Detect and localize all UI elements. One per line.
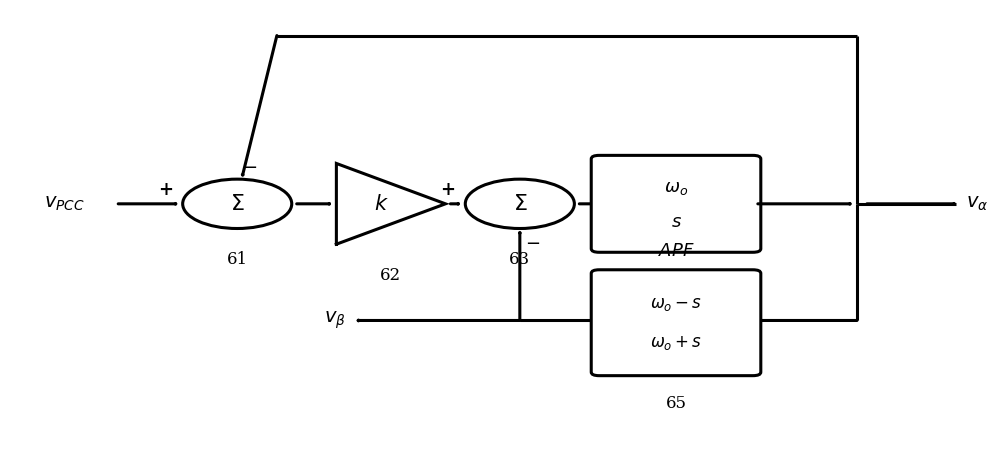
- Text: $\omega_o$: $\omega_o$: [664, 179, 688, 197]
- FancyBboxPatch shape: [591, 270, 761, 376]
- Text: $\omega_o - s$: $\omega_o - s$: [650, 296, 702, 313]
- Text: +: +: [440, 181, 455, 199]
- Text: $s$: $s$: [671, 213, 682, 231]
- Text: $\Sigma$: $\Sigma$: [230, 193, 245, 215]
- Text: $v_{PCC}$: $v_{PCC}$: [44, 195, 85, 213]
- Text: 64: 64: [665, 271, 687, 289]
- Text: 61: 61: [227, 251, 248, 268]
- Text: $-$: $-$: [242, 157, 257, 175]
- Text: $v_\beta$: $v_\beta$: [324, 310, 346, 331]
- Text: 62: 62: [380, 267, 401, 284]
- Text: 63: 63: [509, 251, 530, 268]
- Text: +: +: [158, 181, 173, 199]
- Text: 65: 65: [666, 395, 687, 412]
- Text: $v_\alpha$: $v_\alpha$: [966, 195, 988, 213]
- Text: $k$: $k$: [374, 194, 388, 214]
- Text: $\Sigma$: $\Sigma$: [513, 193, 527, 215]
- Text: $APF$: $APF$: [658, 242, 694, 260]
- FancyBboxPatch shape: [591, 155, 761, 252]
- Text: $-$: $-$: [525, 233, 540, 251]
- Text: $\omega_o + s$: $\omega_o + s$: [650, 334, 702, 352]
